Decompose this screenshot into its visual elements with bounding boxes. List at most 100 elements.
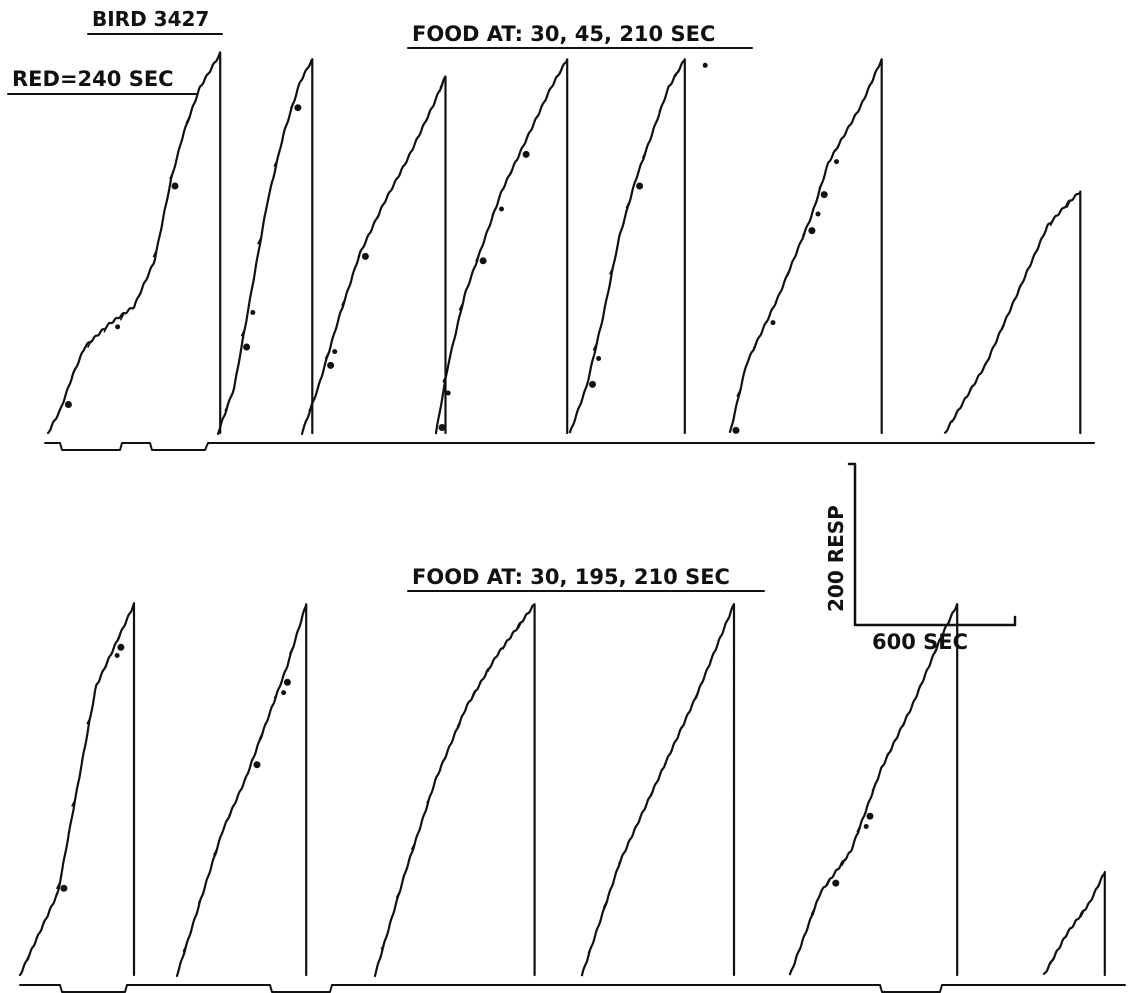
top-segment-7-hash-mark: [984, 358, 989, 367]
top-segment-4-hash-mark: [524, 134, 530, 143]
top-segment-4-hash-mark: [458, 302, 464, 311]
time-scale-label: 600 SEC: [872, 630, 968, 654]
top-segment-3-food-dot: [332, 349, 338, 355]
bottom-segment-3-trace: [373, 603, 536, 978]
bottom-segment-2-food-dot: [281, 690, 287, 696]
bottom-segment-5-food-dot: [832, 879, 840, 887]
bottom-segment-1-food-dot: [117, 643, 125, 651]
top-segment-3-food-dot: [327, 361, 335, 369]
top-segment-1-hash-mark: [87, 340, 92, 348]
top-segment-4-hash-mark: [442, 374, 448, 383]
top-segment-1-food-dot: [171, 182, 179, 190]
top-segment-5-hash-mark: [576, 403, 582, 412]
bottom-segment-2-hash-mark: [182, 944, 188, 952]
bottom-segment-1-food-dot: [60, 884, 68, 892]
bottom-segment-6-hash-mark: [1080, 909, 1085, 918]
bottom-segment-2-hash-mark: [243, 773, 249, 781]
bottom-segment-4-hash-mark: [694, 691, 699, 700]
top-segment-1-hash-mark: [136, 291, 142, 300]
top-segment-2-hash-mark: [224, 403, 230, 412]
top-segment-3-hash-mark: [308, 403, 314, 412]
bottom-segment-4-hash-mark: [602, 900, 608, 909]
bottom-segment-4-hash-mark: [648, 790, 654, 799]
bottom-segment-6-hash-mark: [1095, 882, 1100, 891]
top-segment-2-hash-mark: [257, 236, 262, 245]
bottom-segment-2-trace: [175, 603, 308, 977]
top-segment-1-hash-mark: [202, 76, 207, 85]
top-segment-6-hash-mark: [785, 268, 791, 277]
red-duration-label: RED=240 SEC: [12, 67, 174, 91]
top-segment-3-trace: [300, 75, 447, 436]
top-segment-2-food-dot: [250, 310, 256, 315]
top-segment-6-hash-mark: [851, 115, 856, 123]
bottom-segment-4-hash-mark: [678, 724, 684, 733]
bottom-segment-4-hash-mark: [587, 945, 593, 954]
top-segment-2-hash-mark: [306, 62, 312, 70]
top-segment-4-hash-mark: [491, 208, 497, 216]
response-scale-label: 200 RESP: [824, 505, 848, 612]
bottom-segment-2-food-dot: [283, 678, 291, 686]
scale-bars: [847, 462, 1017, 627]
top-segment-4-trace: [434, 58, 569, 435]
top-segment-5-hash-mark: [592, 343, 598, 351]
bottom-segment-6-hash-mark: [1049, 956, 1055, 965]
top-segment-2-hash-mark: [240, 328, 246, 337]
top-segment-6-food-dot: [770, 320, 776, 326]
top-segment-7-hash-mark: [1000, 321, 1006, 330]
bottom-segment-6-hash-mark: [1064, 930, 1070, 939]
top-segment-5-hash-mark: [674, 69, 680, 77]
top-segment-1-hash-mark: [120, 312, 125, 321]
bird-label: BIRD 3427: [92, 7, 209, 31]
bottom-segment-5-food-dot: [866, 812, 874, 820]
bottom-segment-4-hash-mark: [724, 617, 730, 625]
bottom-segment-4-hash-mark: [663, 757, 669, 766]
bottom-segment-5-hash-mark: [947, 614, 953, 623]
bottom-segment-4-hash-mark: [709, 654, 714, 663]
bottom-segment-4-hash-mark: [618, 856, 623, 865]
top-segment-4-hash-mark: [475, 254, 480, 262]
top-segment-5-food-dot: [596, 356, 602, 361]
bottom-segment-4-hash-mark: [633, 823, 638, 832]
top-segment-1-hash-mark: [185, 116, 191, 124]
top-segment-6-food-dot: [732, 426, 740, 434]
bottom-segment-2-hash-mark: [197, 896, 203, 904]
bottom-segment-5-hash-mark: [856, 824, 862, 833]
top-segment-3-hash-mark: [423, 117, 428, 125]
bottom-panel-traces: [18, 602, 1106, 978]
top-segment-1-trace: [46, 51, 222, 435]
top-segment-6-trace: [728, 58, 883, 435]
bottom-segment-3-hash-mark: [471, 690, 477, 698]
top-segment-2-food-dot: [243, 343, 251, 351]
top-segment-3-hash-mark: [439, 80, 445, 89]
top-segment-6-hash-mark: [769, 307, 774, 315]
bottom-segment-4-trace: [580, 603, 736, 977]
top-segment-4-hash-mark: [508, 169, 513, 177]
bottom-segment-2-hash-mark: [273, 690, 279, 699]
top-segment-5-food-dot: [636, 182, 644, 190]
bottom-segment-5-hash-mark: [932, 647, 938, 656]
bottom-segment-2-hash-mark: [213, 847, 218, 856]
top-segment-4-food-dot: [438, 424, 446, 431]
bottom-segment-5-food-dot: [863, 824, 869, 829]
top-segment-7-hash-mark: [1049, 218, 1055, 226]
top-segment-6-food-dot: [815, 211, 821, 217]
top-segment-6-hash-mark: [834, 144, 840, 152]
top-segment-6-hash-mark: [818, 181, 824, 189]
bottom-segment-3-hash-mark: [426, 795, 431, 804]
top-panel-traces: [46, 51, 1082, 436]
top-segment-3-hash-mark: [406, 151, 412, 160]
top-segment-7-hash-mark: [1033, 248, 1039, 256]
top-segment-4-hash-mark: [557, 69, 562, 77]
bottom-segment-1-hash-mark: [101, 665, 107, 673]
bottom-segment-1-hash-mark: [56, 881, 61, 890]
bottom-segment-1-hash-mark: [71, 799, 76, 807]
top-segment-4-food-dot: [479, 257, 487, 265]
bottom-segment-5-hash-mark: [886, 748, 892, 757]
top-segment-5-hash-mark: [609, 266, 614, 275]
top-segment-6-food-dot: [820, 191, 828, 199]
bottom-segment-2-hash-mark: [228, 808, 233, 817]
top-segment-1-hash-mark: [103, 324, 109, 333]
top-segment-5-food-dot: [702, 62, 708, 68]
bottom-segment-5-hash-mark: [810, 907, 816, 915]
